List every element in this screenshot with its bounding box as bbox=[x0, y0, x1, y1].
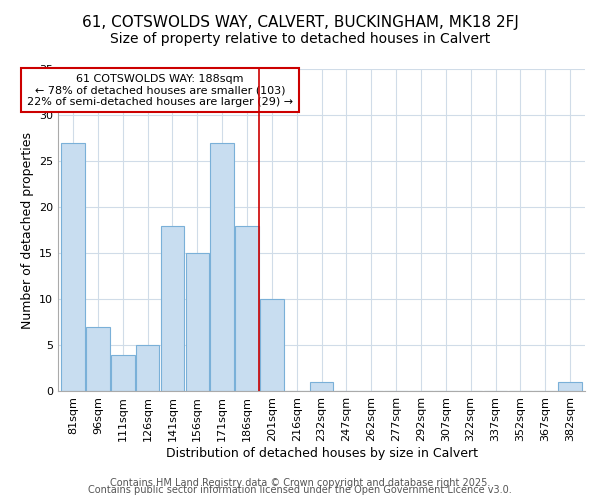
Y-axis label: Number of detached properties: Number of detached properties bbox=[20, 132, 34, 328]
Text: Contains HM Land Registry data © Crown copyright and database right 2025.: Contains HM Land Registry data © Crown c… bbox=[110, 478, 490, 488]
Text: 61, COTSWOLDS WAY, CALVERT, BUCKINGHAM, MK18 2FJ: 61, COTSWOLDS WAY, CALVERT, BUCKINGHAM, … bbox=[82, 15, 518, 30]
Bar bbox=[61, 142, 85, 392]
Bar bbox=[136, 346, 160, 392]
X-axis label: Distribution of detached houses by size in Calvert: Distribution of detached houses by size … bbox=[166, 447, 478, 460]
Bar bbox=[185, 254, 209, 392]
Text: Contains public sector information licensed under the Open Government Licence v3: Contains public sector information licen… bbox=[88, 485, 512, 495]
Text: Size of property relative to detached houses in Calvert: Size of property relative to detached ho… bbox=[110, 32, 490, 46]
Bar bbox=[310, 382, 334, 392]
Bar bbox=[211, 142, 234, 392]
Bar bbox=[111, 354, 134, 392]
Bar bbox=[558, 382, 582, 392]
Bar bbox=[235, 226, 259, 392]
Bar bbox=[260, 300, 284, 392]
Bar bbox=[86, 327, 110, 392]
Bar bbox=[161, 226, 184, 392]
Text: 61 COTSWOLDS WAY: 188sqm
← 78% of detached houses are smaller (103)
22% of semi-: 61 COTSWOLDS WAY: 188sqm ← 78% of detach… bbox=[27, 74, 293, 107]
